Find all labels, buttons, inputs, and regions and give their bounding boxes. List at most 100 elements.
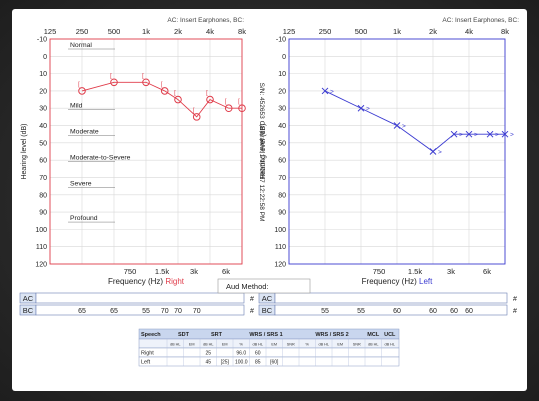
bc-marker: [ (110, 73, 112, 79)
data-point-left-ac (357, 104, 365, 112)
x-axis-label: Frequency (Hz) Left (362, 277, 433, 286)
speech-cell-value: 85 (255, 360, 261, 366)
speech-subheader-cell: dB HL (203, 343, 214, 347)
bottom-tick-label: 1.5k (155, 267, 169, 276)
y-tick-label: 10 (39, 71, 47, 78)
speech-group-header: WRS / SRS 2 (315, 332, 348, 338)
hearing-category-label: Profound (70, 215, 98, 222)
data-point-right-ac (142, 78, 150, 87)
y-tick-label: 40 (39, 123, 47, 130)
speech-cell-value: 60 (255, 351, 261, 357)
aud-method-tab (217, 278, 311, 294)
top-tick-label: 8k (501, 27, 509, 36)
x-axis-label-text: Frequency (Hz) (362, 277, 419, 286)
bc-row-cells (35, 304, 245, 316)
speech-subheader-cell: dB HL (252, 343, 263, 347)
bc-marker: > (495, 132, 499, 139)
bottom-tick-label: 6k (222, 267, 230, 276)
speech-subheader-cell: % (306, 343, 310, 347)
bc-row-label: BC (262, 306, 273, 315)
speech-table-row (138, 356, 400, 367)
y-tick-label: 100 (274, 227, 286, 234)
data-point-right-ac (110, 78, 118, 87)
ac-end-mark: # (513, 296, 517, 303)
y-tick-label: 40 (278, 123, 286, 130)
calibration-sidebar-text: S/N: 452653 Calibrated: 1/10/2017 12:22:… (258, 83, 265, 222)
x-axis-label: Frequency (Hz) Right (108, 277, 185, 286)
bc-threshold-value: 55 (357, 308, 365, 315)
bc-threshold-value: 65 (110, 308, 118, 315)
speech-subheader-cell: SNR (287, 343, 295, 347)
y-tick-label: 60 (39, 158, 47, 165)
hearing-category-label: Moderate-to-Severe (70, 155, 131, 162)
y-tick-label: 50 (278, 140, 286, 147)
top-tick-label: 1k (142, 27, 150, 36)
hearing-category-label: Mild (70, 103, 83, 110)
header-note: AC: Insert Earphones, BC: (167, 17, 244, 24)
series-line-left (324, 90, 505, 153)
top-tick-label: 500 (108, 27, 121, 36)
bc-threshold-value: 60 (465, 308, 473, 315)
speech-cell-value: 100.0 (235, 360, 248, 366)
ac-row-label: AC (23, 294, 34, 303)
bc-threshold-value: 65 (78, 308, 86, 315)
bottom-tick-label: 1.5k (408, 267, 422, 276)
speech-group-header: SRT (211, 332, 223, 338)
bc-row-cells (274, 304, 508, 316)
speech-table-row (138, 347, 400, 358)
y-tick-label: 120 (35, 262, 47, 269)
data-point-right-ac (206, 95, 214, 104)
y-tick-label: 0 (43, 54, 47, 61)
audiogram-report: AC: Insert Earphones, BC:125 250 500 1k 2k 4k… (19, 17, 519, 367)
y-tick-label: 80 (278, 192, 286, 199)
y-axis-label: Hearing level (dB) (21, 123, 28, 179)
bc-marker: > (438, 149, 442, 156)
data-point-right-ac (78, 87, 86, 95)
bc-threshold-value: 70 (161, 308, 169, 315)
speech-row-label: Right (141, 351, 154, 357)
top-tick-label: 2k (429, 27, 437, 36)
y-tick-label: 20 (278, 88, 286, 95)
y-tick-label: 60 (278, 158, 286, 165)
speech-row-label: Left (141, 360, 151, 366)
bc-marker: [ (238, 99, 240, 105)
top-tick-label: 250 (76, 27, 89, 36)
speech-table-title: Speech (141, 332, 161, 338)
speech-cell-value: 96.0 (236, 351, 246, 357)
bc-marker: [ (142, 73, 144, 79)
header-note: AC: Insert Earphones, BC: (442, 17, 519, 24)
top-tick-label: 8k (238, 27, 246, 36)
bc-threshold-value: 55 (321, 308, 329, 315)
speech-group-header: WRS / SRS 1 (249, 332, 282, 338)
top-tick-label: 125 (283, 27, 296, 36)
hearing-category-label: Normal (70, 42, 92, 49)
speech-subheader-cell: EM (271, 343, 277, 347)
speech-subheader-cell: dB HL (170, 343, 181, 347)
speech-subheader-cell: dB HL (318, 343, 329, 347)
bc-threshold-value: 60 (450, 308, 458, 315)
bc-marker: [ (225, 99, 227, 105)
y-axis-label: Hearing level (dB) (260, 123, 267, 179)
y-tick-label: 50 (39, 140, 47, 147)
top-tick-label: 500 (355, 27, 368, 36)
y-tick-label: 120 (274, 262, 286, 269)
data-point-left-ac (465, 130, 473, 138)
speech-cell-value: [25] (221, 360, 230, 366)
y-tick-label: -10 (37, 37, 47, 44)
y-tick-label: 110 (275, 244, 286, 251)
bc-threshold-value: 70 (174, 308, 182, 315)
audiogram-sheet: AC: Insert Earphones, BC: 125 250 500 1k 2k 4k… (12, 9, 527, 391)
bottom-tick-label: 3k (447, 267, 455, 276)
ac-row-cells (274, 292, 508, 304)
data-point-right-ac (238, 104, 246, 113)
y-tick-label: 80 (39, 192, 47, 199)
audiogram-right: AC: Insert Earphones, BC:125 250 500 1k 2k 4k… (19, 17, 254, 316)
bc-marker: [ (206, 91, 208, 97)
ac-row-label: AC (262, 294, 273, 303)
bc-row-label: BC (23, 306, 34, 315)
speech-table: Speech SDT SRT WRS / SRS 1 WRS / SRS 2 MCL UCL… (138, 328, 400, 367)
speech-subheader-cell: EM (189, 343, 195, 347)
top-tick-label: 4k (206, 27, 214, 36)
top-tick-label: 2k (174, 27, 182, 36)
